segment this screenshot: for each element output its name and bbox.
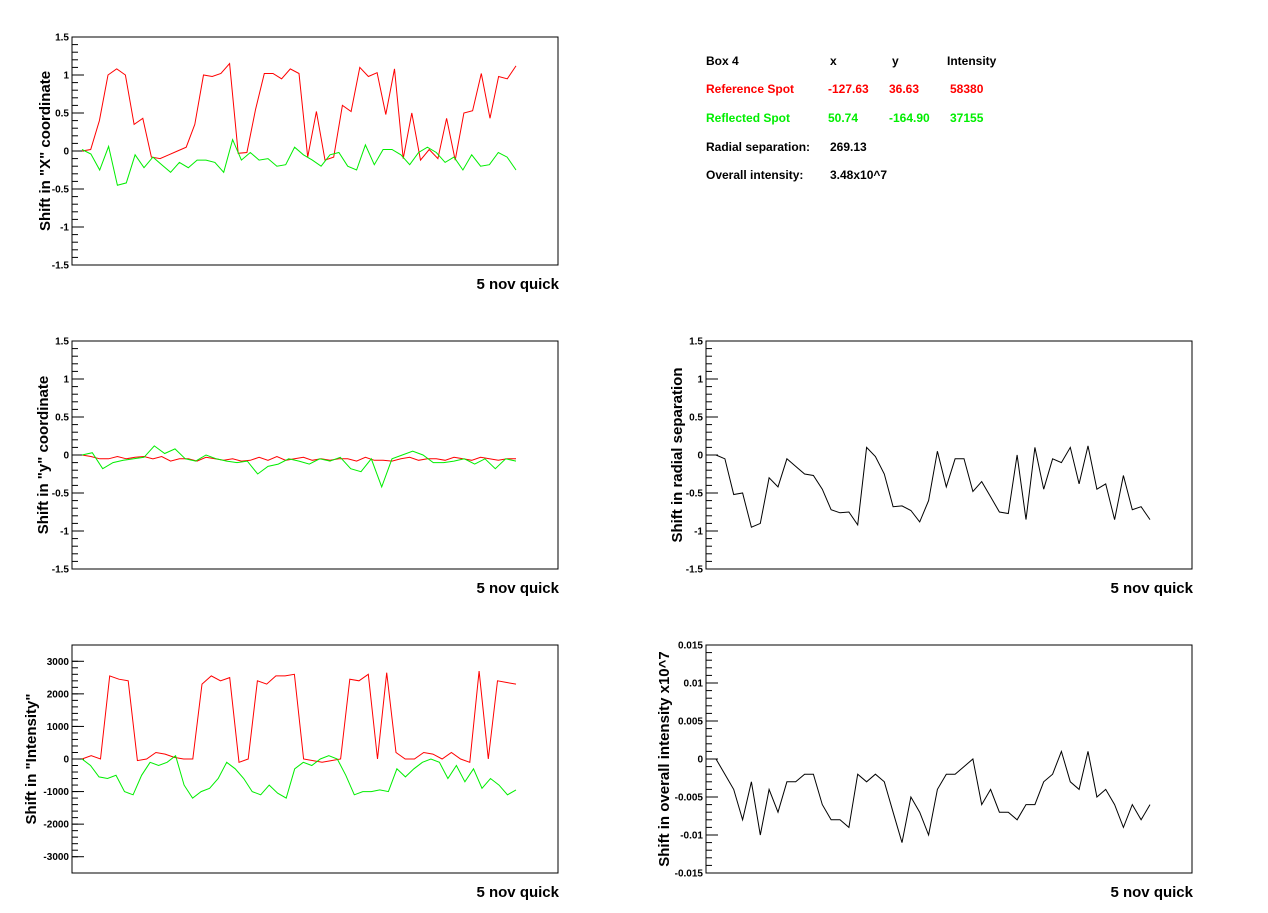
y-tick-label: -1	[60, 223, 69, 234]
y-tick-label: 0.01	[684, 679, 704, 690]
y-tick-label: -0.005	[675, 793, 704, 804]
series-line-reference	[81, 454, 516, 462]
y-tick-label: -1.5	[52, 261, 70, 272]
y-tick-label: -1000	[43, 787, 69, 798]
y-axis-title: Shift in "X" coordinate	[37, 71, 54, 231]
plot-frame	[71, 340, 559, 570]
info-radial-label: Radial separation:	[706, 140, 810, 154]
y-tick-label: 1.5	[689, 337, 703, 348]
y-tick-label: 0.5	[689, 413, 703, 424]
info-reflected-y: -164.90	[889, 111, 930, 125]
series-line-reference	[81, 671, 517, 763]
y-axis-title: Shift in radial separation	[669, 367, 686, 542]
info-header-y: y	[892, 54, 899, 68]
plot-frame	[705, 340, 1193, 570]
y-tick-label: -0.5	[686, 489, 704, 500]
info-header-x: x	[830, 54, 837, 68]
y-tick-label: 2000	[47, 689, 70, 700]
y-tick-label: 0	[697, 451, 703, 462]
footer-label: 5 nov quick	[476, 276, 559, 293]
y-tick-label: -0.5	[52, 489, 70, 500]
info-panel: Box 4 x y Intensity Reference Spot -127.…	[706, 54, 997, 182]
y-tick-label: 1	[63, 375, 69, 386]
footer-label: 5 nov quick	[1110, 884, 1193, 901]
chart-y_shift: 1.5 1 0.5 0 -0.5 -1 -1.5 Shift in "y" coordinat…	[35, 337, 560, 598]
info-reflected-label: Reflected Spot	[706, 111, 790, 125]
y-tick-label: -1	[694, 527, 703, 538]
plot-frame	[705, 644, 1193, 874]
y-tick-label: 0	[63, 147, 69, 158]
y-tick-label: -1.5	[52, 565, 70, 576]
y-tick-label: -0.01	[680, 831, 703, 842]
footer-label: 5 nov quick	[1110, 580, 1193, 597]
info-reference-label: Reference Spot	[706, 82, 794, 96]
info-overall-label: Overall intensity:	[706, 168, 803, 182]
y-tick-label: -1.5	[686, 565, 704, 576]
info-header-box-label: Box 4	[706, 54, 739, 68]
info-reference-y: 36.63	[889, 82, 919, 96]
y-tick-label: -2000	[43, 820, 69, 831]
info-overall-value: 3.48x10^7	[830, 168, 887, 182]
series-line-single	[715, 445, 1151, 528]
footer-label: 5 nov quick	[476, 580, 559, 597]
y-tick-label: 0.005	[678, 717, 703, 728]
charts-layer: 1.5 1 0.5 0 -0.5 -1 -1.5 Shift in "X" coordinat…	[23, 33, 1194, 902]
y-tick-label: 0	[63, 451, 69, 462]
y-tick-label: 1.5	[55, 337, 69, 348]
series-line-reference	[81, 62, 517, 162]
info-header-intensity: Intensity	[947, 54, 997, 68]
y-axis-title: Shift in "Intensity"	[23, 694, 40, 825]
info-reflected-intensity: 37155	[950, 111, 984, 125]
info-reference-intensity: 58380	[950, 82, 984, 96]
y-tick-label: -0.5	[52, 185, 70, 196]
plot-frame	[71, 36, 559, 266]
y-tick-label: 0	[697, 755, 703, 766]
series-line-reflected	[81, 138, 517, 186]
y-tick-label: 0.5	[55, 109, 69, 120]
series-line-reflected	[81, 754, 517, 799]
y-tick-label: 1	[697, 375, 703, 386]
y-tick-label: 1	[63, 71, 69, 82]
footer-label: 5 nov quick	[476, 884, 559, 901]
y-axis-title: Shift in overall intensity x10^7	[656, 651, 673, 867]
y-tick-label: 0.5	[55, 413, 69, 424]
y-tick-label: -1	[60, 527, 69, 538]
y-tick-label: 0.015	[678, 641, 703, 652]
info-reference-x: -127.63	[828, 82, 869, 96]
info-radial-value: 269.13	[830, 140, 867, 154]
y-tick-label: 0	[63, 755, 69, 766]
y-tick-label: 1000	[47, 722, 70, 733]
y-tick-label: 1.5	[55, 33, 69, 44]
info-reflected-x: 50.74	[828, 111, 858, 125]
y-tick-label: -3000	[43, 852, 69, 863]
series-line-reflected	[81, 445, 517, 489]
y-tick-label: 3000	[47, 657, 70, 668]
chart-x_shift: 1.5 1 0.5 0 -0.5 -1 -1.5 Shift in "X" coordinat…	[37, 33, 560, 294]
y-tick-label: -0.015	[675, 869, 704, 880]
series-line-single	[715, 749, 1151, 843]
y-axis-title: Shift in "y" coordinate	[35, 376, 52, 534]
chart-radial_shift: 1.5 1 0.5 0 -0.5 -1 -1.5 Shift in radial separa…	[669, 337, 1194, 598]
chart-intensity_shift: 3000 2000 1000 0 -1000 -2000 -3000 Shift in "In…	[23, 644, 560, 901]
